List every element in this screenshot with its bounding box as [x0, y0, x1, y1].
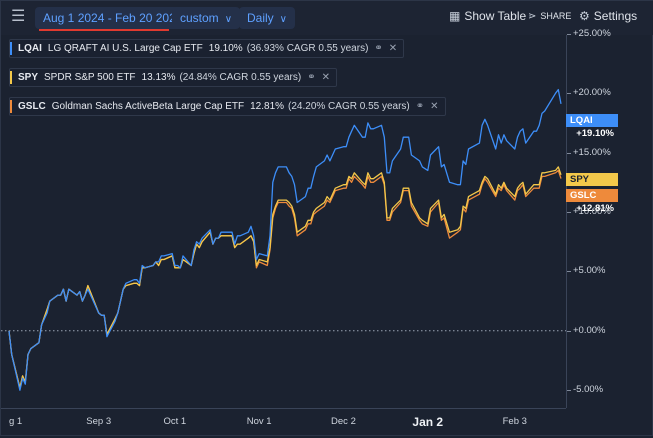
legend-cagr: (36.93% CAGR 0.55 years)	[246, 43, 369, 54]
x-tick-label: Dec 2	[331, 416, 356, 427]
legend-fund-name: SPDR S&P 500 ETF	[44, 72, 136, 83]
last-value-tag-gslc: GSLC +12.81%	[566, 189, 618, 214]
legend-cagr: (24.20% CAGR 0.55 years)	[288, 101, 410, 112]
y-axis: -5.00% +0.00% +5.00% +10.00% +15.00% +20.00% +…	[566, 28, 653, 408]
tag-ticker: GSLC	[570, 190, 597, 201]
legend-cagr: (24.84% CAGR 0.55 years)	[179, 72, 302, 83]
tag-ticker: LQAI	[570, 115, 593, 126]
interval-label: Daily	[247, 11, 274, 25]
series-line-spy	[8, 166, 562, 389]
y-tick	[567, 271, 571, 273]
interval-dropdown[interactable]: Daily ∨	[239, 7, 295, 29]
y-tick-label: +15.00%	[573, 146, 611, 158]
date-range-label: Aug 1 2024 - Feb 20 2025	[43, 11, 183, 25]
tag-value: +19.10%	[576, 128, 614, 139]
settings-button[interactable]: ⚙ Settings	[579, 9, 637, 23]
series-line-gslc	[8, 169, 562, 389]
y-tick	[567, 390, 571, 392]
y-tick	[567, 152, 571, 154]
toolbar: ☰ Aug 1 2024 - Feb 20 2025 custom ∨ Daily…	[1, 1, 653, 35]
share-label: SHARE	[540, 11, 572, 21]
chevron-down-icon: ∨	[224, 14, 233, 25]
eye-icon[interactable]: ⚭	[415, 101, 425, 112]
line-chart	[1, 88, 566, 391]
legend-return: 12.81%	[250, 101, 285, 112]
eye-icon[interactable]: ⚭	[374, 43, 383, 54]
y-tick-label: +20.00%	[573, 87, 611, 99]
table-icon: ▦	[449, 9, 461, 23]
plot-area[interactable]	[1, 35, 566, 408]
x-tick-label: Sep 3	[86, 416, 112, 427]
legend-ticker: SPY	[18, 72, 39, 83]
tag-value: +12.81%	[576, 203, 614, 214]
share-button[interactable]: ⋗ SHARE	[528, 11, 571, 22]
legend-item-spy[interactable]: SPY SPDR S&P 500 ETF 13.13% (24.84% CAGR 0.…	[9, 68, 337, 87]
gear-icon: ⚙	[579, 9, 590, 23]
x-tick-label: g 1	[9, 416, 23, 427]
legend-item-gslc[interactable]: GSLC Goldman Sachs ActiveBeta Large Cap E…	[9, 97, 446, 116]
show-table-button[interactable]: ▦ Show Table	[449, 9, 526, 23]
legend-return: 13.13%	[141, 72, 176, 83]
eye-icon[interactable]: ⚭	[307, 72, 316, 83]
legend-fund-name: LG QRAFT AI U.S. Large Cap ETF	[47, 43, 203, 54]
show-table-label: Show Table	[464, 9, 527, 23]
legend-ticker: GSLC	[18, 101, 46, 112]
date-range-picker[interactable]: Aug 1 2024 - Feb 20 2025	[35, 7, 191, 29]
legend-item-lqai[interactable]: LQAI LG QRAFT AI U.S. Large Cap ETF 19.10%…	[9, 39, 405, 58]
legend-return: 19.10%	[208, 43, 243, 54]
x-tick-label: Jan 2	[412, 415, 444, 429]
period-mode-dropdown[interactable]: custom ∨	[172, 7, 241, 29]
x-tick-label: Oct 1	[163, 416, 187, 427]
y-tick-label: +0.00%	[573, 324, 606, 336]
close-icon[interactable]: ✕	[388, 43, 398, 54]
share-icon: ⋗	[528, 11, 537, 22]
period-mode-label: custom	[180, 11, 219, 25]
settings-label: Settings	[593, 9, 638, 23]
last-value-tag-spy: SPY+13.13%	[566, 173, 618, 198]
x-tick-label: Nov 1	[246, 416, 272, 427]
y-tick-label: +5.00%	[573, 265, 606, 277]
x-axis: g 1 Sep 3 Oct 1 Nov 1 Dec 2 Jan 2 Feb 3	[1, 408, 566, 438]
chevron-down-icon: ∨	[279, 14, 287, 25]
last-value-tag-lqai: LQAI +19.10%	[566, 114, 618, 139]
close-icon[interactable]: ✕	[321, 72, 330, 83]
y-tick-label: -5.00%	[573, 384, 604, 396]
date-range-underline	[39, 29, 169, 31]
y-tick-label: +25.00%	[573, 27, 611, 39]
y-tick	[567, 211, 571, 213]
y-tick	[567, 33, 571, 35]
x-tick-label: Feb 3	[502, 416, 527, 427]
legend-color-bar	[10, 100, 12, 113]
legend-fund-name: Goldman Sachs ActiveBeta Large Cap ETF	[51, 101, 245, 112]
legend-ticker: LQAI	[18, 43, 42, 54]
y-tick	[567, 330, 571, 332]
legend-color-bar	[10, 42, 12, 55]
tag-ticker: SPY	[570, 174, 590, 185]
sidebar-toggle-icon[interactable]: ☰	[11, 8, 26, 25]
y-tick	[567, 93, 571, 95]
legend-color-bar	[10, 71, 12, 84]
close-icon[interactable]: ✕	[430, 101, 439, 112]
y-tick-label: +10.00%	[573, 205, 611, 217]
series-line-lqai	[8, 88, 562, 391]
